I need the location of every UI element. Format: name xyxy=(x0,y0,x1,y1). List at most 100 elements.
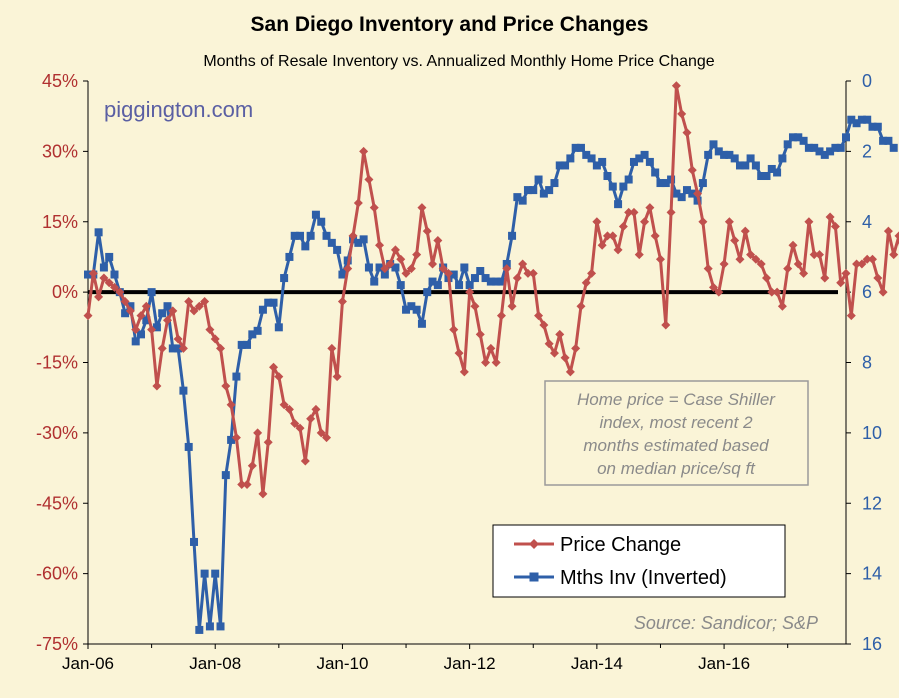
inventory-point xyxy=(195,626,203,634)
right-tick-label: 12 xyxy=(862,493,882,513)
inventory-point xyxy=(301,242,309,250)
inventory-point xyxy=(100,263,108,271)
x-tick-label: Jan-06 xyxy=(62,654,114,673)
left-tick-label: 15% xyxy=(42,212,78,232)
inventory-point xyxy=(328,239,336,247)
inventory-point xyxy=(884,137,892,145)
inventory-point xyxy=(625,176,633,184)
left-tick-label: -45% xyxy=(36,493,78,513)
left-tick-label: -30% xyxy=(36,423,78,443)
left-tick-label: -75% xyxy=(36,634,78,654)
legend-label: Mths Inv (Inverted) xyxy=(560,567,727,589)
x-tick-label: Jan-10 xyxy=(316,654,368,673)
inventory-point xyxy=(890,144,898,152)
chart-title: San Diego Inventory and Price Changes xyxy=(251,13,649,36)
inventory-point xyxy=(201,570,209,578)
inventory-point xyxy=(471,274,479,282)
inventory-point xyxy=(784,140,792,148)
inventory-point xyxy=(535,176,543,184)
inventory-point xyxy=(296,232,304,240)
inventory-point xyxy=(413,306,421,314)
inventory-point xyxy=(270,299,278,307)
inventory-point xyxy=(158,309,166,317)
annotation-line: Home price = Case Shiller xyxy=(577,390,776,409)
inventory-point xyxy=(619,183,627,191)
inventory-point xyxy=(111,271,119,279)
inventory-point xyxy=(132,337,140,345)
inventory-point xyxy=(773,168,781,176)
annotation-line: on median price/sq ft xyxy=(597,459,756,478)
annotation-line: index, most recent 2 xyxy=(599,413,753,432)
inventory-point xyxy=(222,471,230,479)
x-tick-label: Jan-14 xyxy=(571,654,623,673)
inventory-point xyxy=(741,161,749,169)
inventory-point xyxy=(603,172,611,180)
inventory-point xyxy=(747,154,755,162)
right-tick-label: 16 xyxy=(862,634,882,654)
inventory-point xyxy=(323,232,331,240)
x-tick-label: Jan-12 xyxy=(444,654,496,673)
inventory-point xyxy=(254,327,262,335)
inventory-point xyxy=(519,197,527,205)
inventory-point xyxy=(614,200,622,208)
inventory-point xyxy=(561,161,569,169)
inventory-point xyxy=(752,161,760,169)
inventory-point xyxy=(476,267,484,275)
right-tick-label: 0 xyxy=(862,71,872,91)
left-tick-label: 45% xyxy=(42,71,78,91)
right-tick-label: 6 xyxy=(862,282,872,302)
inventory-point xyxy=(709,140,717,148)
right-tick-label: 14 xyxy=(862,564,882,584)
inventory-point xyxy=(275,323,283,331)
inventory-point xyxy=(678,193,686,201)
left-tick-label: 0% xyxy=(52,282,78,302)
inventory-point xyxy=(874,123,882,131)
inventory-point xyxy=(423,288,431,296)
inventory-point xyxy=(148,288,156,296)
inventory-point xyxy=(190,538,198,546)
right-tick-label: 4 xyxy=(862,212,872,232)
inventory-point xyxy=(95,228,103,236)
right-tick-label: 10 xyxy=(862,423,882,443)
inventory-point xyxy=(418,320,426,328)
inventory-point xyxy=(232,373,240,381)
legend-label: Price Change xyxy=(560,534,681,556)
inventory-point xyxy=(455,281,463,289)
inventory-point xyxy=(211,570,219,578)
inventory-point xyxy=(566,154,574,162)
inventory-point xyxy=(307,232,315,240)
right-tick-label: 8 xyxy=(862,353,872,373)
right-tick-label: 2 xyxy=(862,141,872,161)
inventory-point xyxy=(704,151,712,159)
watermark: piggington.com xyxy=(104,97,253,122)
inventory-point xyxy=(179,387,187,395)
inventory-point xyxy=(842,133,850,141)
inventory-point xyxy=(529,186,537,194)
inventory-point xyxy=(651,168,659,176)
inventory-point xyxy=(434,281,442,289)
inventory-point xyxy=(105,253,113,261)
x-tick-label: Jan-08 xyxy=(189,654,241,673)
inventory-point xyxy=(460,263,468,271)
inventory-point xyxy=(508,232,516,240)
inventory-point xyxy=(588,154,596,162)
inventory-point xyxy=(762,172,770,180)
inventory-point xyxy=(285,253,293,261)
inventory-point xyxy=(185,443,193,451)
inventory-point xyxy=(243,341,251,349)
inventory-point xyxy=(370,278,378,286)
inventory-point xyxy=(360,235,368,243)
legend-swatch-marker xyxy=(530,573,539,582)
inventory-point xyxy=(837,144,845,152)
inventory-point xyxy=(550,179,558,187)
inventory-point xyxy=(800,137,808,145)
inventory-point xyxy=(333,246,341,254)
inventory-point xyxy=(598,158,606,166)
inventory-point xyxy=(259,306,267,314)
annotation-line: months estimated based xyxy=(583,436,769,455)
inventory-point xyxy=(577,144,585,152)
inventory-point xyxy=(397,281,405,289)
left-tick-label: -60% xyxy=(36,564,78,584)
